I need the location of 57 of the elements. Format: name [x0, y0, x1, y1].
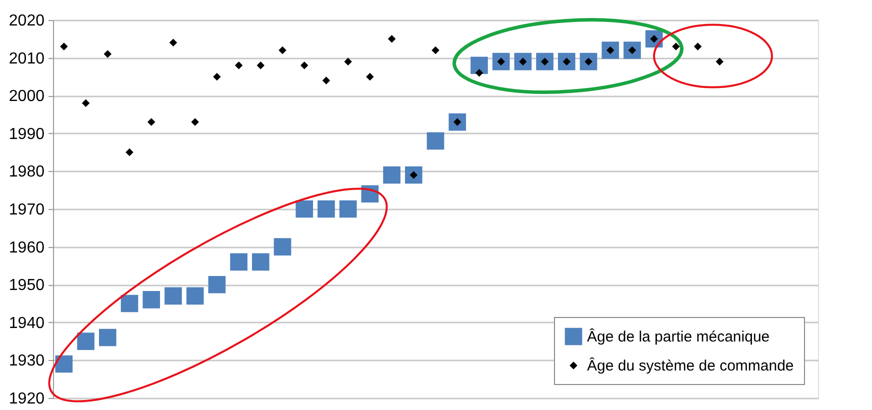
y-tick-label: 1980 [8, 164, 45, 181]
legend-label: Âge du système de commande [587, 356, 794, 374]
point [208, 276, 226, 294]
point [432, 46, 440, 54]
point [60, 42, 68, 50]
point [252, 253, 270, 271]
point [300, 61, 308, 70]
y-tick-label: 2010 [8, 50, 45, 68]
point [169, 38, 178, 47]
point [82, 99, 90, 108]
point [142, 291, 160, 308]
point [492, 52, 510, 70]
point [104, 50, 112, 58]
point [558, 52, 576, 70]
point [274, 238, 292, 256]
point [339, 200, 357, 218]
point [322, 76, 330, 84]
point [366, 72, 374, 81]
point [475, 69, 484, 77]
point [213, 72, 221, 81]
point [164, 287, 182, 305]
point [388, 35, 396, 43]
y-tick-label: 1990 [8, 126, 45, 143]
point [55, 355, 73, 373]
point [77, 332, 94, 350]
point [470, 56, 488, 74]
legend-label: Âge de la partie mécanique [587, 328, 770, 346]
point [624, 42, 641, 59]
point [344, 58, 352, 66]
point [318, 200, 335, 218]
point [426, 132, 444, 150]
y-tick-label: 1930 [8, 352, 45, 370]
point [256, 61, 265, 70]
y-tick-label: 1920 [8, 390, 45, 408]
y-tick-label: 1950 [8, 277, 45, 294]
y-tick-label: 2000 [8, 88, 45, 106]
point [716, 58, 724, 66]
y-tick-label: 1970 [8, 202, 45, 218]
point [672, 42, 680, 50]
y-tick-label: 1960 [8, 239, 45, 256]
point [694, 42, 702, 50]
point [602, 42, 620, 59]
point [448, 113, 466, 131]
y-tick-label: 1940 [8, 314, 45, 332]
point [98, 328, 116, 346]
point [147, 118, 156, 126]
point [514, 52, 532, 70]
point [296, 200, 314, 218]
point [191, 118, 199, 126]
point [120, 294, 138, 312]
point [230, 253, 248, 271]
point [186, 287, 204, 305]
y-tick-label: 2020 [8, 12, 45, 30]
point [234, 61, 243, 70]
point [383, 166, 400, 184]
point [126, 148, 134, 156]
point [278, 46, 286, 54]
